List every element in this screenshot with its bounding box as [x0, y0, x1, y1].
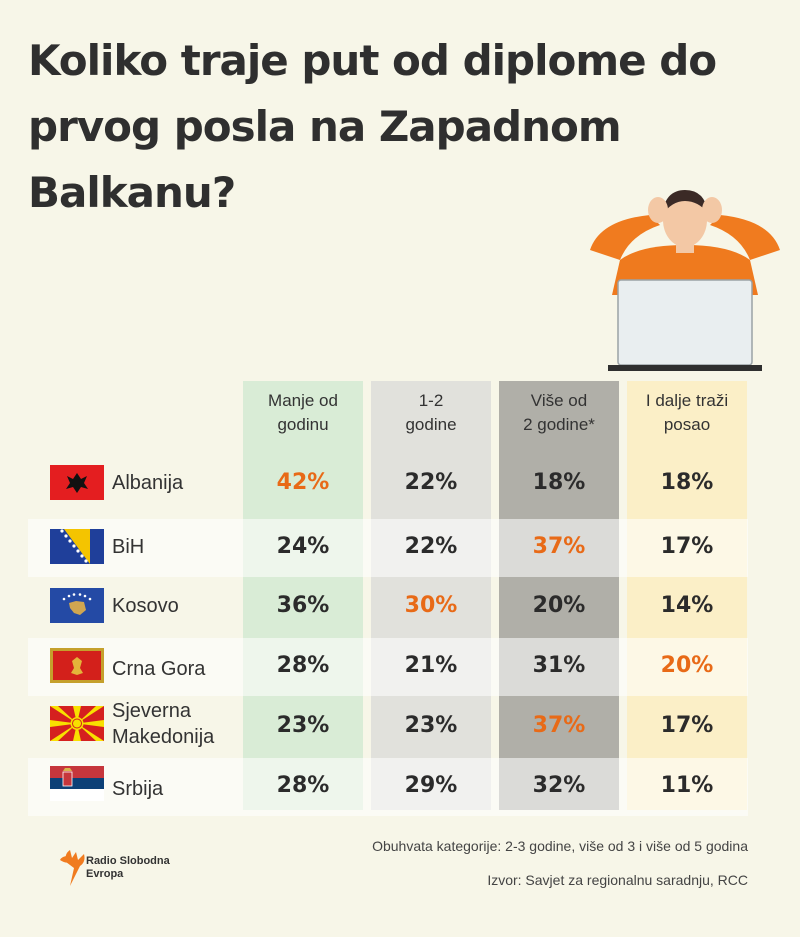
rfe-logo-icon	[60, 850, 85, 886]
value-cell-still-searching: 14%	[660, 593, 714, 618]
country-label-north-macedonia: Sjeverna Makedonija	[112, 698, 242, 750]
flag-montenegro-icon	[50, 648, 104, 683]
value-cell-less-than-year: 24%	[276, 534, 330, 559]
value-cell-one-two-years: 22%	[404, 534, 458, 559]
column-header-one-two-years: 1-2 godine	[371, 389, 491, 437]
footnote: Obuhvata kategorije: 2-3 godine, više od…	[372, 838, 748, 854]
column-header-line: godinu	[277, 415, 329, 434]
column-header-more-than-two-years: Više od 2 godine*	[499, 389, 619, 437]
value-cell-one-two-years: 30%	[404, 593, 458, 618]
flag-albania-icon	[50, 465, 104, 500]
flag-north-macedonia-icon	[50, 706, 104, 741]
column-header-line: 1-2	[418, 391, 444, 410]
country-label-albania: Albanija	[112, 470, 242, 496]
value-cell-less-than-year: 23%	[276, 713, 330, 738]
row-stripe	[28, 638, 748, 696]
value-cell-more-than-two-years: 31%	[532, 653, 586, 678]
column-band-more-than-two-years	[499, 381, 619, 810]
country-label-montenegro: Crna Gora	[112, 656, 242, 682]
value-cell-less-than-year: 42%	[276, 470, 330, 495]
value-cell-one-two-years: 29%	[404, 773, 458, 798]
logo-text-line1: Radio Slobodna	[86, 855, 170, 867]
column-band-less-than-year	[243, 381, 363, 810]
value-cell-one-two-years: 22%	[404, 470, 458, 495]
value-cell-less-than-year: 28%	[276, 653, 330, 678]
source-note: Izvor: Savjet za regionalnu saradnju, RC…	[487, 872, 748, 888]
value-cell-more-than-two-years: 18%	[532, 470, 586, 495]
row-stripe	[28, 519, 748, 577]
column-header-line: 2 godine*	[523, 415, 595, 434]
country-label-line: Sjeverna	[112, 700, 191, 722]
logo-text-line2: Evropa	[86, 868, 124, 880]
value-cell-more-than-two-years: 20%	[532, 593, 586, 618]
column-band-still-searching	[627, 381, 747, 810]
country-label-line: BiH	[112, 536, 145, 558]
country-label-line: Srbija	[112, 778, 164, 800]
value-cell-less-than-year: 36%	[276, 593, 330, 618]
country-label-line: Crna Gora	[112, 658, 206, 680]
value-cell-more-than-two-years: 32%	[532, 773, 586, 798]
value-cell-still-searching: 11%	[660, 773, 714, 798]
value-cell-less-than-year: 28%	[276, 773, 330, 798]
page-title: Koliko traje put od diplome do prvog pos…	[28, 36, 717, 217]
column-header-less-than-year: Manje od godinu	[243, 389, 363, 437]
value-cell-more-than-two-years: 37%	[532, 534, 586, 559]
value-cell-still-searching: 17%	[660, 534, 714, 559]
value-cell-one-two-years: 21%	[404, 653, 458, 678]
column-header-line: godine	[405, 415, 457, 434]
value-cell-more-than-two-years: 37%	[532, 713, 586, 738]
country-label-line: Kosovo	[112, 595, 179, 617]
column-header-line: posao	[663, 415, 711, 434]
row-stripe	[28, 758, 748, 816]
column-header-still-searching: I dalje traži posao	[627, 389, 747, 437]
column-header-line: I dalje traži	[645, 391, 729, 410]
value-cell-still-searching: 17%	[660, 713, 714, 738]
flag-kosovo-icon	[50, 588, 104, 623]
stressed-person-icon	[590, 190, 780, 371]
country-label-line: Albanija	[112, 472, 184, 494]
country-label-serbia: Srbija	[112, 776, 242, 802]
flag-bih-icon	[50, 529, 104, 564]
column-header-line: Manje od	[268, 391, 338, 410]
flag-serbia-icon	[50, 766, 104, 801]
country-label-kosovo: Kosovo	[112, 593, 242, 619]
column-header-line: Više od	[530, 391, 588, 410]
column-band-one-two-years	[371, 381, 491, 810]
country-label-line: Makedonija	[112, 726, 215, 748]
country-label-bih: BiH	[112, 534, 242, 560]
value-cell-still-searching: 18%	[660, 470, 714, 495]
value-cell-one-two-years: 23%	[404, 713, 458, 738]
value-cell-still-searching: 20%	[660, 653, 714, 678]
